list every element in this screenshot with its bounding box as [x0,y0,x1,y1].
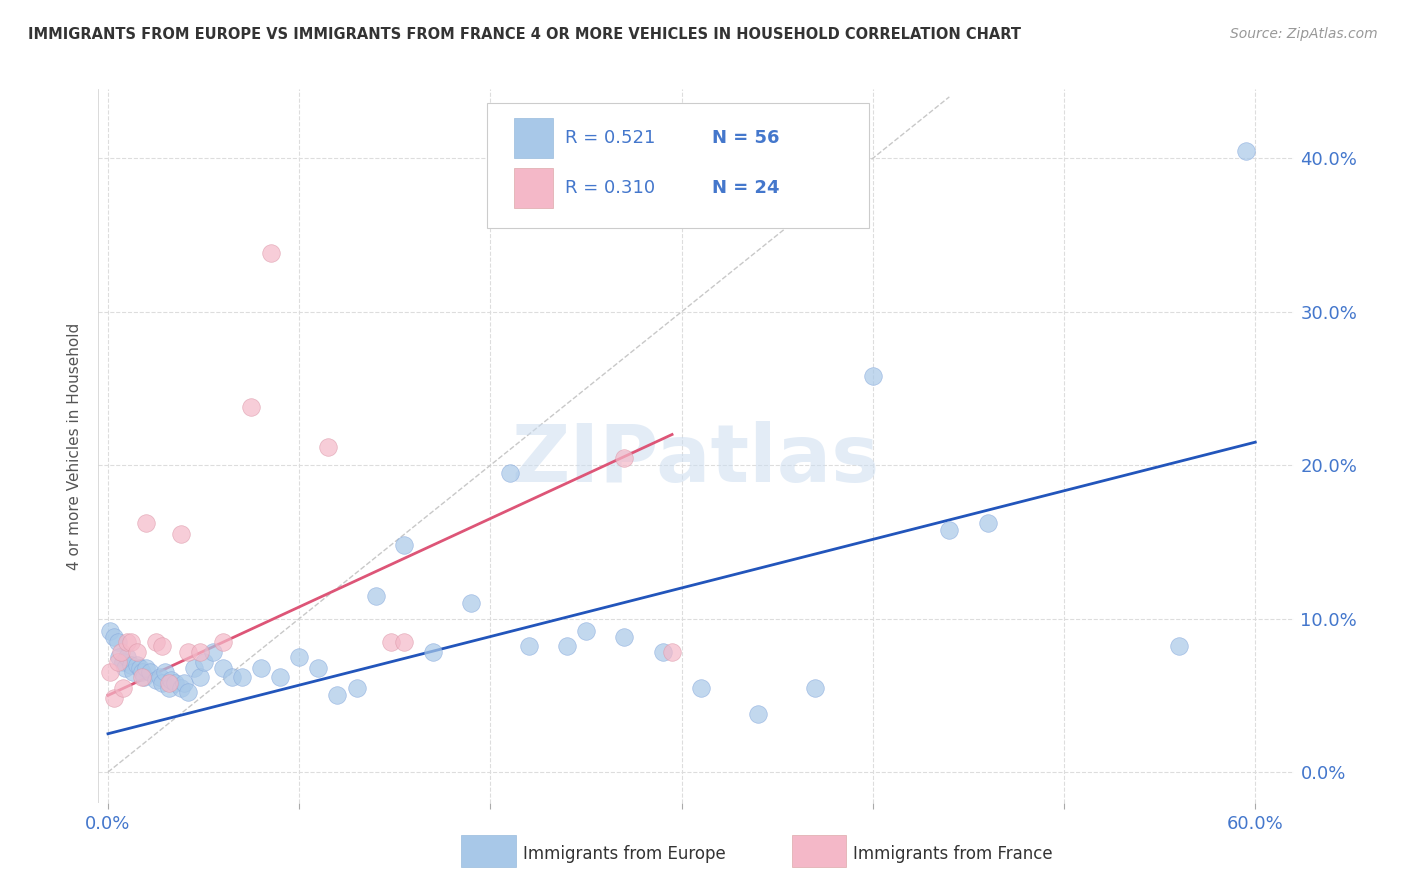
Point [211,634,233,648]
Point [155,665,177,680]
Point [129,661,152,675]
Point [394,634,416,648]
Point [976,516,998,531]
Text: Immigrants from Europe: Immigrants from Europe [523,845,725,863]
Text: N = 24: N = 24 [711,178,779,196]
Point [269,670,291,684]
Point [131,670,153,684]
Point [575,624,598,638]
Point [115,634,138,648]
Point [231,670,253,684]
Text: Source: ZipAtlas.com: Source: ZipAtlas.com [1230,27,1378,41]
Point [103,691,125,706]
Point [163,676,186,690]
Text: IMMIGRANTS FROM EUROPE VS IMMIGRANTS FROM FRANCE 4 OR MORE VEHICLES IN HOUSEHOLD: IMMIGRANTS FROM EUROPE VS IMMIGRANTS FRO… [28,27,1021,42]
Point [689,681,711,695]
Point [804,681,827,695]
Point [862,369,884,384]
Point [307,661,329,675]
Text: N = 56: N = 56 [711,128,779,146]
Point [145,673,167,687]
Point [112,681,135,695]
Point [108,650,131,665]
FancyBboxPatch shape [515,169,553,209]
Point [135,661,157,675]
Point [259,246,281,260]
Point [169,527,191,541]
Point [613,450,636,465]
Point [107,634,129,648]
Point [460,596,482,610]
Point [121,665,143,680]
Point [221,670,243,684]
Point [173,676,195,690]
Point [517,640,540,654]
Point [326,689,349,703]
Point [160,673,183,687]
Point [110,645,132,659]
Text: R = 0.521: R = 0.521 [565,128,655,146]
Point [188,670,211,684]
Y-axis label: 4 or more Vehicles in Household: 4 or more Vehicles in Household [67,322,83,570]
Text: ZIPatlas: ZIPatlas [512,421,880,500]
Text: R = 0.310: R = 0.310 [565,178,655,196]
Point [188,645,211,659]
Point [145,634,167,648]
Point [98,665,121,680]
FancyBboxPatch shape [486,103,869,228]
Point [98,624,121,638]
Text: Immigrants from France: Immigrants from France [853,845,1053,863]
Point [183,661,205,675]
Point [134,670,156,684]
Point [177,685,200,699]
Point [498,466,520,480]
Point [747,706,769,721]
Point [125,657,148,672]
Point [107,655,129,669]
Point [157,681,180,695]
Point [120,657,142,672]
Point [288,650,311,665]
Point [380,634,402,648]
Point [157,676,180,690]
Point [211,661,233,675]
Point [240,400,263,414]
Point [613,630,636,644]
Point [651,645,673,659]
Point [115,650,138,665]
FancyBboxPatch shape [515,119,553,159]
Point [422,645,444,659]
Point [131,665,153,680]
Point [202,645,225,659]
Point [150,640,173,654]
Point [112,655,135,669]
Point [394,538,416,552]
Point [661,645,683,659]
Point [555,640,578,654]
Point [250,661,273,675]
Point [364,589,387,603]
Point [150,676,173,690]
Point [1234,144,1257,158]
Point [114,661,136,675]
Point [193,655,215,669]
Point [938,523,960,537]
Point [316,440,339,454]
Point [169,681,191,695]
Point [177,645,200,659]
Point [346,681,368,695]
Point [125,645,148,659]
Point [120,634,142,648]
Point [103,630,125,644]
Point [139,665,162,680]
Point [149,670,172,684]
Point [1167,640,1189,654]
Point [135,516,157,531]
